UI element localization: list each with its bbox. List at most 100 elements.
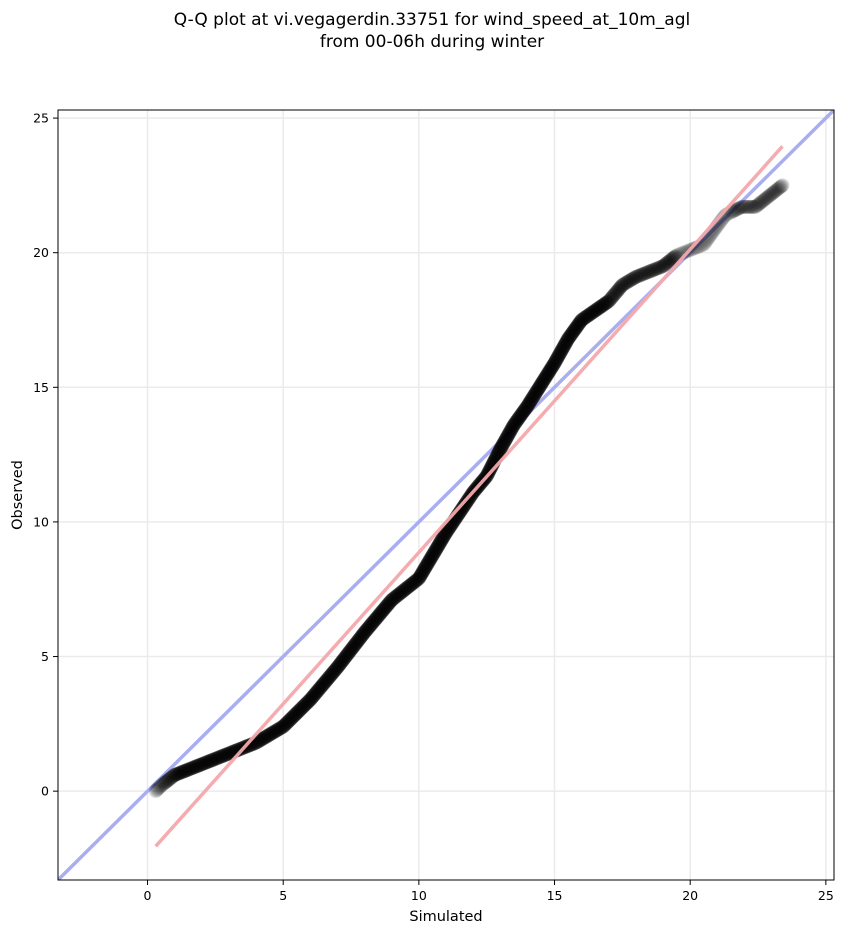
quantile-point — [211, 750, 226, 765]
quantile-point — [157, 776, 172, 791]
quantile-point — [608, 286, 623, 301]
quantile-point — [533, 378, 548, 393]
quantile-point — [765, 186, 780, 201]
quantile-point — [526, 388, 541, 403]
quantile-point — [187, 760, 202, 775]
quantile-point — [327, 663, 342, 678]
quantile-point — [543, 362, 558, 377]
quantile-point — [325, 666, 340, 681]
quantile-point — [314, 679, 329, 694]
quantile-point — [770, 182, 785, 197]
quantile-point — [298, 697, 313, 712]
quantile-point — [434, 532, 449, 547]
quantile-point — [539, 368, 554, 383]
quantile-point — [330, 660, 345, 675]
quantile-point — [341, 646, 356, 661]
quantile-point — [644, 263, 659, 278]
quantile-point — [483, 461, 498, 476]
quantile-point — [278, 717, 293, 732]
quantile-point — [361, 621, 376, 636]
quantile-point — [598, 296, 613, 311]
quantile-point — [760, 190, 775, 205]
quantile-point — [528, 385, 543, 400]
quantile-point — [761, 189, 776, 204]
quantile-point — [203, 753, 218, 768]
quantile-point — [754, 194, 769, 209]
quantile-point — [484, 460, 499, 475]
quantile-point — [581, 308, 596, 323]
quantile-point — [600, 294, 615, 309]
quantile-point — [656, 259, 671, 274]
quantile-point — [365, 615, 380, 630]
x-axis-label: Simulated — [409, 909, 482, 925]
quantile-point — [380, 598, 395, 613]
quantile-point — [386, 591, 401, 606]
quantile-point — [657, 258, 672, 273]
quantile-point — [184, 761, 199, 776]
quantile-point — [150, 782, 165, 797]
quantile-point — [334, 654, 349, 669]
quantile-point — [571, 317, 586, 332]
quantile-point — [185, 760, 200, 775]
quantile-point — [404, 577, 419, 592]
quantile-point — [660, 255, 675, 270]
quantile-point — [606, 288, 621, 303]
quantile-point — [553, 345, 568, 360]
quantile-point — [292, 703, 307, 718]
x-tick-label: 25 — [818, 888, 834, 903]
quantile-point — [287, 708, 302, 722]
quantile-point — [428, 543, 443, 558]
quantile-point — [498, 432, 513, 447]
quantile-point — [286, 708, 301, 723]
quantile-point — [512, 410, 527, 425]
quantile-point — [192, 758, 207, 773]
quantile-point — [175, 764, 190, 779]
quantile-point — [520, 399, 535, 414]
quantile-point — [329, 661, 344, 676]
quantile-point — [762, 188, 777, 203]
quantile-point — [372, 607, 387, 622]
quantile-point — [616, 277, 631, 292]
quantile-point — [593, 299, 608, 314]
quantile-point — [415, 565, 430, 580]
quantile-point — [319, 672, 334, 687]
quantile-point — [606, 289, 621, 304]
quantile-point — [564, 327, 579, 342]
quantile-point — [696, 237, 711, 252]
x-tick-label: 15 — [547, 888, 563, 903]
quantile-point — [348, 637, 363, 652]
quantile-point — [741, 199, 756, 214]
quantile-point — [745, 199, 760, 214]
quantile-point — [256, 731, 271, 746]
quantile-point — [552, 346, 567, 361]
y-tick-label: 15 — [33, 380, 49, 395]
quantile-point — [285, 709, 300, 724]
quantile-point — [517, 403, 532, 418]
quantile-point — [344, 641, 359, 656]
quantile-point — [519, 400, 534, 415]
quantile-point — [550, 350, 565, 365]
quantile-point — [755, 193, 770, 208]
quantile-point — [337, 651, 352, 666]
quantile-point — [544, 360, 559, 375]
quantile-point — [431, 538, 446, 553]
quantile-point — [171, 766, 186, 781]
quantile-point — [360, 622, 375, 637]
x-tick-label: 10 — [411, 888, 427, 903]
quantile-point — [420, 556, 435, 571]
quantile-point — [516, 404, 531, 419]
quantile-point — [221, 746, 236, 761]
quantile-point — [164, 770, 179, 785]
quantile-point — [635, 267, 650, 282]
quantile-point — [756, 193, 771, 208]
quantile-point — [774, 179, 789, 194]
y-tick-label: 5 — [41, 649, 49, 664]
quantile-point — [570, 318, 585, 333]
quantile-point — [397, 582, 412, 597]
quantile-point — [167, 768, 182, 782]
quantile-point — [767, 184, 782, 199]
quantile-point — [505, 420, 520, 435]
quantile-point — [582, 307, 597, 322]
quantile-point — [533, 377, 548, 392]
quantile-point — [296, 699, 311, 714]
